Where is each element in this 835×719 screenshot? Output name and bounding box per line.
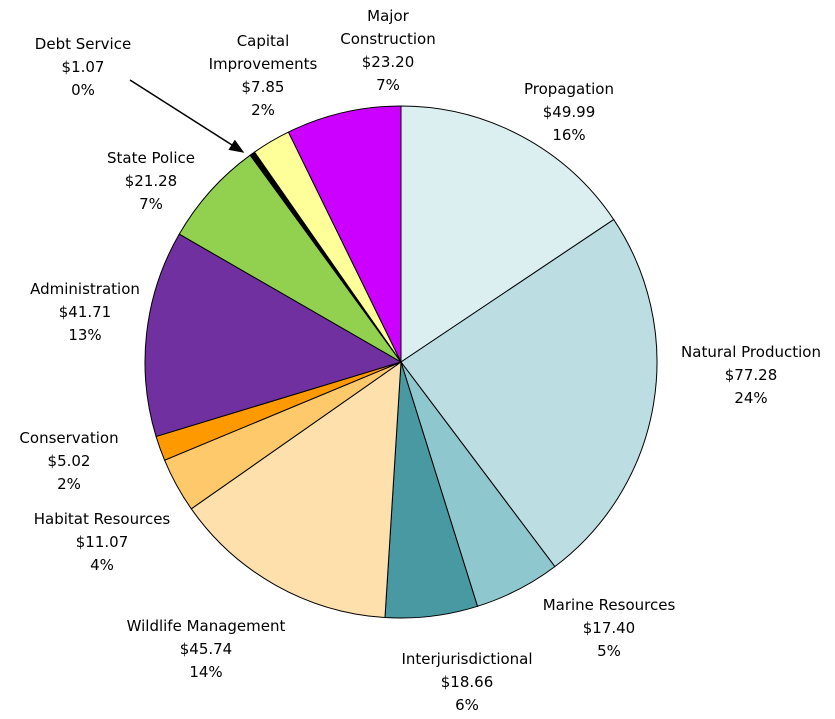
value-label: $45.74 <box>179 640 233 658</box>
percent-label: 0% <box>71 81 95 99</box>
value-label: $5.02 <box>47 452 91 470</box>
name: Habitat Resources <box>33 510 171 528</box>
percent-label: 5% <box>597 642 621 660</box>
slice-label: Capital Improvements $7.85 2% <box>203 30 323 122</box>
pie-slice <box>400 218 658 568</box>
pie-slice <box>400 105 615 363</box>
pie-slice <box>178 154 402 363</box>
value-label: $49.99 <box>542 103 596 121</box>
name: Propagation <box>524 80 614 98</box>
name: Capital Improvements <box>208 32 318 73</box>
slice-label: Debt Service $1.07 0% <box>35 33 131 102</box>
slice-label: Administration $41.71 13% <box>30 278 140 347</box>
slice-label: Habitat Resources $11.07 4% <box>34 508 171 577</box>
slice-label: Wildlife Management $45.74 14% <box>127 615 286 684</box>
value-label: $7.85 <box>241 78 285 96</box>
value-label: $11.07 <box>75 533 129 551</box>
value-label: $1.07 <box>61 58 105 76</box>
percent-label: 13% <box>68 326 102 344</box>
slice-label: Major Construction $23.20 7% <box>323 5 453 97</box>
value-label: $41.71 <box>58 303 112 321</box>
percent-label: 7% <box>139 195 163 213</box>
name: Natural Production <box>681 343 821 361</box>
percent-label: 7% <box>376 76 400 94</box>
name: Marine Resources <box>542 596 676 614</box>
percent-label: 6% <box>455 696 479 714</box>
slice-label: Marine Resources $17.40 5% <box>543 594 676 663</box>
pie-slice <box>190 360 402 619</box>
name: Debt Service <box>34 35 132 53</box>
percent-label: 2% <box>57 475 81 493</box>
slice-label: State Police $21.28 7% <box>107 147 195 216</box>
name: Conservation <box>19 429 119 447</box>
leader-arrow <box>129 79 245 153</box>
name: State Police <box>107 149 195 167</box>
pie-slice <box>144 233 403 438</box>
slice-label: Conservation $5.02 2% <box>19 427 118 496</box>
name: Wildlife Management <box>126 617 286 635</box>
slice-label: Propagation $49.99 16% <box>524 78 614 147</box>
name: Interjurisdictional <box>401 650 533 668</box>
percent-label: 4% <box>90 556 114 574</box>
percent-label: 2% <box>251 101 275 119</box>
slice-label: Interjurisdictional $18.66 6% <box>401 648 532 717</box>
percent-label: 16% <box>552 126 586 144</box>
value-label: $17.40 <box>582 619 636 637</box>
name: Major Construction <box>340 7 436 48</box>
value-label: $21.28 <box>124 172 178 190</box>
percent-label: 24% <box>734 389 768 407</box>
name: Administration <box>30 280 140 298</box>
value-label: $18.66 <box>440 673 494 691</box>
percent-label: 14% <box>189 663 223 681</box>
value-label: $23.20 <box>361 53 415 71</box>
pie-slice <box>287 105 402 363</box>
slice-label: Natural Production $77.28 24% <box>681 341 821 410</box>
value-label: $77.28 <box>724 366 778 384</box>
